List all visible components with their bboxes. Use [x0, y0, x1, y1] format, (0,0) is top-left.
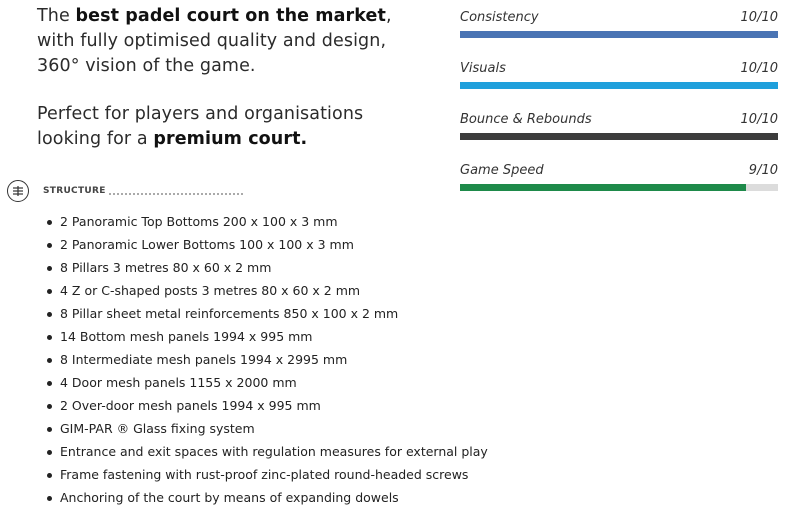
intro-p1-comma: ,	[386, 6, 392, 26]
intro-p1-line2: with fully optimised quality and design,	[37, 31, 387, 51]
rating-label: Bounce & Rebounds	[460, 112, 592, 127]
structure-lines-icon	[7, 180, 29, 202]
spec-list-item: Entrance and exit spaces with regulation…	[7, 440, 567, 463]
rating-bar-fill	[460, 82, 778, 89]
rating-row: Visuals 10/10	[460, 61, 778, 112]
rating-row: Game Speed 9/10	[460, 163, 778, 214]
rating-bar-fill	[460, 31, 778, 38]
intro-p2-line1: Perfect for players and organisations	[37, 104, 364, 124]
spec-list-item: 4 Z or C-shaped posts 3 metres 80 x 60 x…	[7, 279, 567, 302]
rating-head: Visuals 10/10	[460, 61, 778, 82]
spec-list-item: GIM-PAR ® Glass fixing system	[7, 417, 567, 440]
rating-bar-track	[460, 82, 778, 89]
intro-p2-bold: premium court.	[153, 129, 308, 149]
structure-section: STRUCTURE 2 Panoramic Top Bottoms 200 x …	[7, 178, 567, 509]
spec-list-item: Anchoring of the court by means of expan…	[7, 486, 567, 509]
rating-score: 10/10	[740, 112, 778, 127]
rating-label: Game Speed	[460, 163, 544, 178]
rating-bar-fill	[460, 184, 747, 191]
rating-score: 10/10	[740, 61, 778, 76]
rating-head: Bounce & Rebounds 10/10	[460, 112, 778, 133]
intro-p1-pre: The	[37, 6, 76, 26]
rating-head: Game Speed 9/10	[460, 163, 778, 184]
rating-bar-track	[460, 184, 778, 191]
rating-score: 10/10	[740, 10, 778, 25]
spec-list-item: Frame fastening with rust-proof zinc-pla…	[7, 463, 567, 486]
spec-list-item: 8 Pillars 3 metres 80 x 60 x 2 mm	[7, 256, 567, 279]
spec-list: 2 Panoramic Top Bottoms 200 x 100 x 3 mm…	[7, 210, 567, 509]
rating-row: Bounce & Rebounds 10/10	[460, 112, 778, 163]
structure-header: STRUCTURE	[7, 178, 567, 204]
intro-p2-pre: looking for a	[37, 129, 154, 149]
spec-list-item: 14 Bottom mesh panels 1994 x 995 mm	[7, 325, 567, 348]
structure-divider	[108, 187, 243, 195]
spec-list-item: 8 Pillar sheet metal reinforcements 850 …	[7, 302, 567, 325]
intro-paragraph-1: The best padel court on the market, with …	[37, 4, 437, 79]
spec-list-item: 4 Door mesh panels 1155 x 2000 mm	[7, 371, 567, 394]
rating-label: Visuals	[460, 61, 506, 76]
rating-row: Consistency 10/10	[460, 10, 778, 61]
intro-p1-line3: 360° vision of the game.	[37, 56, 256, 76]
spec-list-item: 2 Over-door mesh panels 1994 x 995 mm	[7, 394, 567, 417]
ratings-panel: Consistency 10/10 Visuals 10/10 Bounce & Reb…	[460, 10, 778, 214]
spec-list-item: 8 Intermediate mesh panels 1994 x 2995 m…	[7, 348, 567, 371]
rating-bar-track	[460, 31, 778, 38]
spec-list-item: 2 Panoramic Top Bottoms 200 x 100 x 3 mm	[7, 210, 567, 233]
rating-head: Consistency 10/10	[460, 10, 778, 31]
structure-title: STRUCTURE	[43, 186, 106, 196]
rating-label: Consistency	[460, 10, 539, 25]
spec-list-item: 2 Panoramic Lower Bottoms 100 x 100 x 3 …	[7, 233, 567, 256]
intro-paragraph-2: Perfect for players and organisations loo…	[37, 102, 437, 152]
intro-text: The best padel court on the market, with …	[37, 4, 437, 152]
rating-score: 9/10	[748, 163, 778, 178]
rating-bar-fill	[460, 133, 778, 140]
rating-bar-track	[460, 133, 778, 140]
intro-p1-bold: best padel court on the market	[75, 6, 386, 26]
